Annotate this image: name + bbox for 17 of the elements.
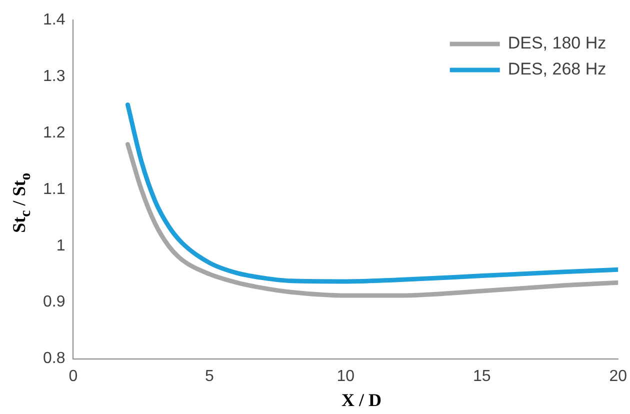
- line-series: [125, 102, 618, 284]
- y-tick-label: 1.3: [42, 68, 66, 85]
- x-tick-label: 5: [205, 368, 214, 385]
- y-tick-label: 1.4: [42, 11, 66, 28]
- y-tick-label: 1: [56, 237, 66, 254]
- y-tick-label: 1.2: [42, 124, 66, 142]
- line-series: [125, 142, 618, 298]
- x-tick-label: 20: [609, 368, 628, 385]
- x-tick-label: 10: [336, 368, 355, 385]
- legend-label: DES, 268 Hz: [508, 60, 606, 79]
- x-tick-label: 15: [472, 368, 491, 385]
- x-axis-title: X / D: [340, 390, 382, 411]
- y-tick-label: 0.9: [42, 294, 66, 311]
- x-tick-label: 0: [68, 368, 78, 385]
- y-tick-label: 0.8: [42, 350, 66, 368]
- y-tick-label: 1.1: [42, 180, 66, 198]
- legend-label: DES, 180 Hz: [508, 34, 606, 53]
